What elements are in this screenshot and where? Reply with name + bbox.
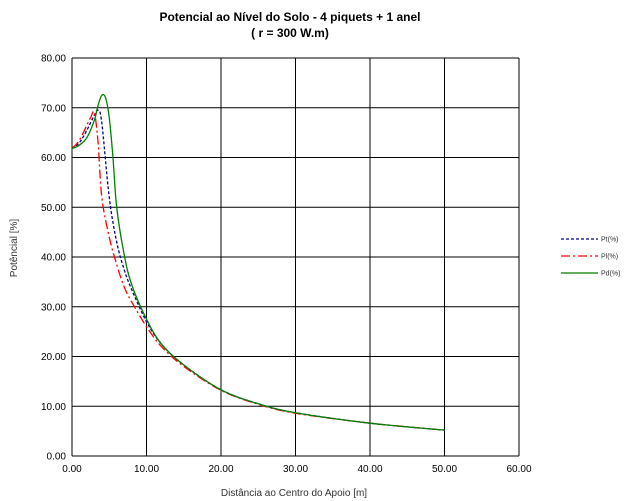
grid (71, 57, 520, 457)
x-tick-label: 30.00 (283, 464, 308, 475)
legend: Pt(%) Pl(%) Pd(%) (561, 237, 620, 278)
y-tick-label: 50.00 (41, 203, 66, 214)
chart-title: Potencial ao Nível do Solo - 4 piquets +… (159, 10, 420, 24)
x-tick-label: 50.00 (432, 464, 457, 475)
y-tick-label: 40.00 (41, 253, 66, 264)
x-tick-label: 0.00 (62, 464, 82, 475)
x-tick-label: 40.00 (357, 464, 382, 475)
chart-subtitle: ( r = 300 W.m) (251, 26, 329, 40)
x-tick-label: 10.00 (134, 464, 159, 475)
y-tick-label: 0.00 (47, 452, 67, 463)
y-tick-label: 20.00 (41, 352, 66, 363)
series-group (71, 93, 445, 431)
legend-label-2: Pd(%) (601, 271, 620, 278)
series-line-2 (71, 93, 445, 431)
y-tick-label: 70.00 (41, 103, 66, 114)
legend-label-1: Pl(%) (601, 254, 618, 261)
legend-label-0: Pt(%) (601, 237, 619, 244)
y-tick-label: 60.00 (41, 153, 66, 164)
y-axis-ticks: 0.00 10.00 20.00 30.00 40.00 50.00 60.00 70.00 8… (41, 54, 66, 463)
x-tick-label: 60.00 (506, 464, 531, 475)
x-tick-label: 20.00 (208, 464, 233, 475)
y-tick-label: 10.00 (41, 402, 66, 413)
y-tick-label: 80.00 (41, 54, 66, 65)
y-tick-label: 30.00 (41, 302, 66, 313)
x-axis-label: Distância ao Centro do Apoio [m] (221, 488, 367, 499)
series-line-0 (71, 109, 445, 431)
y-axis-label: Potêncial [%] (9, 219, 20, 278)
x-axis-ticks: 0.00 10.00 20.00 30.00 40.00 50.00 60.00 (62, 464, 532, 475)
